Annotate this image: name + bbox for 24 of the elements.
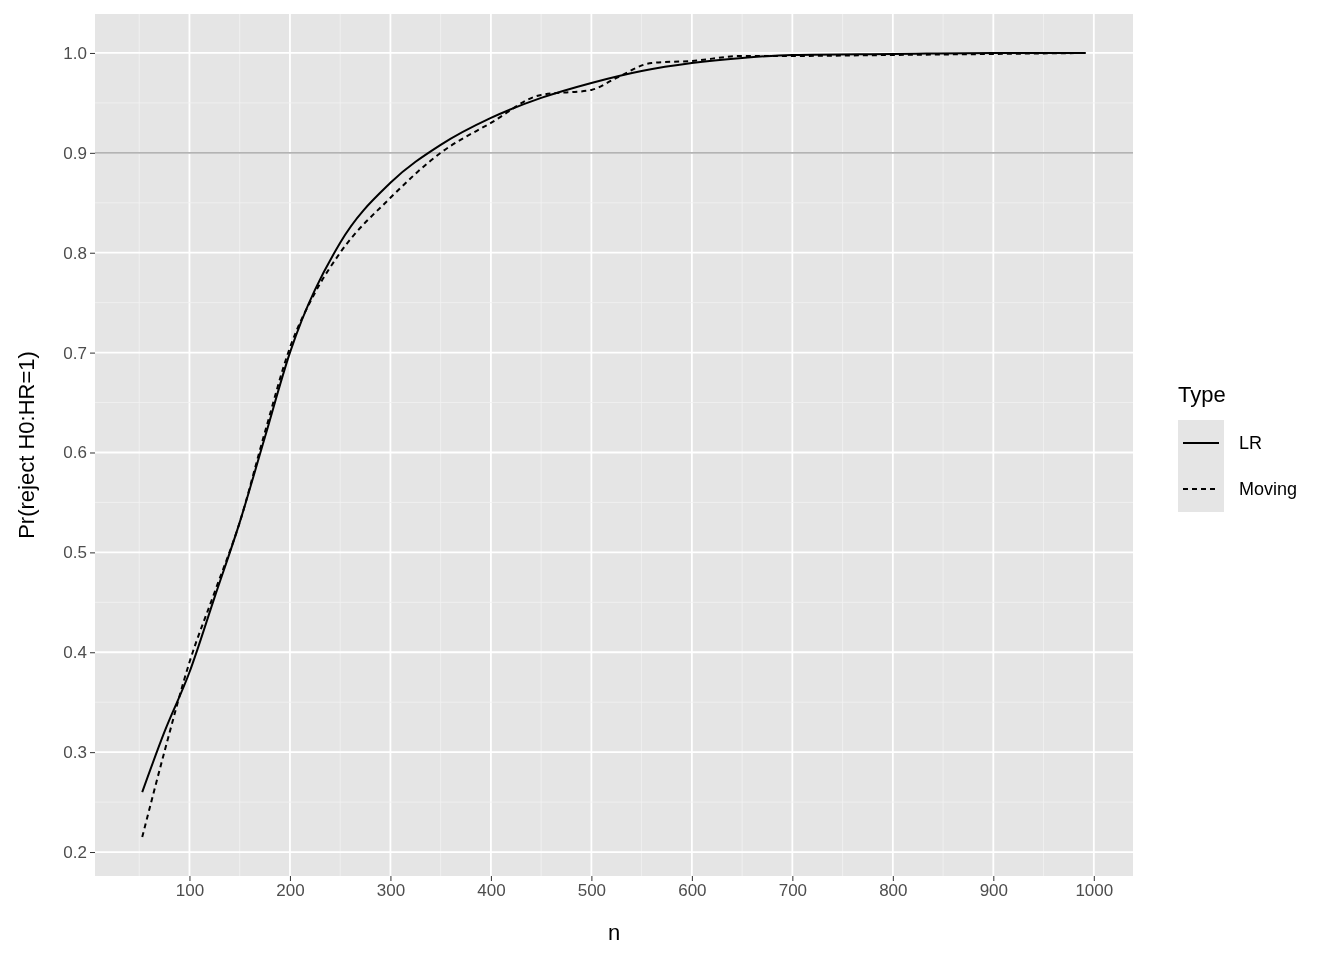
x-tick-label: 600 (678, 881, 707, 901)
y-tick-label: 0.5 (63, 543, 87, 563)
x-tick-label: 1000 (1075, 881, 1114, 901)
y-tick-label: 1.0 (63, 43, 87, 63)
y-tick-label: 0.9 (63, 143, 87, 163)
x-tick-label: 700 (778, 881, 808, 901)
y-tick-label: 0.6 (63, 443, 87, 463)
y-tick-label: 0.8 (63, 243, 87, 263)
legend-label: LR (1239, 433, 1263, 453)
x-tick-label: 400 (477, 881, 506, 901)
x-tick-label: 900 (979, 881, 1009, 901)
y-axis-title: Pr(reject H0:HR=1) (14, 351, 39, 539)
y-tick-label: 0.2 (63, 842, 87, 862)
y-tick-label: 0.4 (63, 643, 87, 663)
x-tick-label: 300 (376, 881, 406, 901)
x-tick-label: 200 (276, 881, 305, 901)
x-tick-label: 500 (577, 881, 607, 901)
y-tick-label: 0.3 (63, 743, 87, 763)
x-tick-label: 100 (175, 881, 205, 901)
legend-label: Moving (1239, 479, 1298, 499)
x-tick-label: 800 (879, 881, 908, 901)
y-tick-label: 0.7 (63, 343, 87, 363)
x-axis-title: n (607, 920, 621, 945)
legend-title: Type (1178, 382, 1226, 407)
